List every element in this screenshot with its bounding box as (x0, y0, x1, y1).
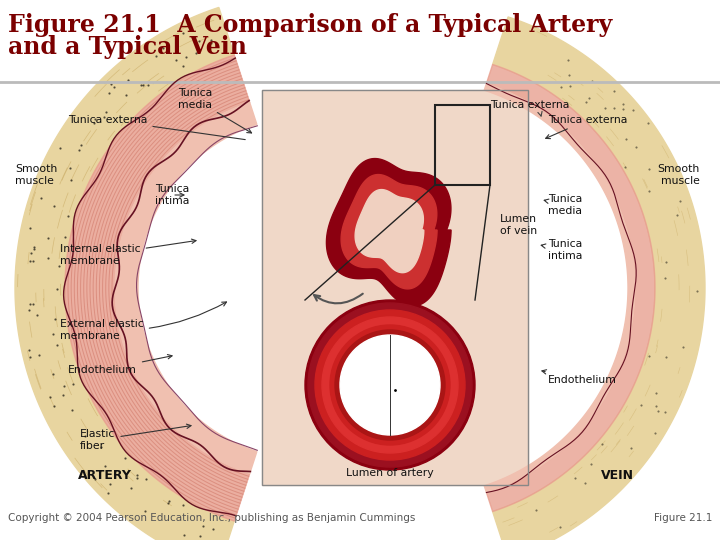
Text: Figure 21.1: Figure 21.1 (654, 513, 712, 523)
Text: Lumen of artery: Lumen of artery (346, 468, 434, 478)
Text: Tunica
media: Tunica media (178, 89, 251, 133)
Circle shape (315, 310, 465, 460)
Polygon shape (65, 55, 250, 521)
Text: Tunica
intima: Tunica intima (541, 239, 582, 261)
Text: Tunica externa: Tunica externa (490, 100, 570, 116)
Circle shape (322, 317, 458, 453)
Polygon shape (487, 64, 655, 511)
Bar (262, 90, 528, 485)
Text: Tunica externa: Tunica externa (546, 115, 627, 139)
Polygon shape (326, 159, 451, 306)
Polygon shape (355, 190, 424, 273)
Text: ARTERY: ARTERY (78, 469, 132, 482)
Text: Smooth
muscle: Smooth muscle (658, 164, 700, 186)
Circle shape (305, 300, 475, 470)
Text: Endothelium: Endothelium (68, 355, 172, 375)
Text: Lumen
of vein: Lumen of vein (500, 214, 537, 236)
Text: Tunica
intima: Tunica intima (155, 184, 189, 206)
Circle shape (308, 303, 472, 467)
Circle shape (335, 330, 445, 440)
Text: Copyright © 2004 Pearson Education, Inc., publishing as Benjamin Cummings: Copyright © 2004 Pearson Education, Inc.… (8, 513, 415, 523)
Text: Smooth
muscle: Smooth muscle (15, 164, 58, 186)
Text: Tunica externa: Tunica externa (68, 115, 246, 140)
Bar (0, 82, 720, 495)
Text: External elastic
membrane: External elastic membrane (60, 302, 227, 341)
Text: Figure 21.1  A Comparison of a Typical Artery: Figure 21.1 A Comparison of a Typical Ar… (8, 13, 612, 37)
Text: Tunica
media: Tunica media (544, 194, 582, 216)
Text: and a Typical Vein: and a Typical Vein (8, 35, 247, 59)
Bar (435, 105, 490, 185)
Polygon shape (15, 8, 234, 540)
Polygon shape (115, 103, 257, 474)
Circle shape (330, 325, 450, 445)
Bar (262, 90, 528, 485)
Polygon shape (492, 17, 705, 540)
Text: Elastic
fiber: Elastic fiber (80, 424, 191, 451)
Polygon shape (341, 174, 437, 289)
Text: VEIN: VEIN (600, 469, 634, 482)
Circle shape (340, 335, 440, 435)
Text: Internal elastic
membrane: Internal elastic membrane (60, 239, 196, 266)
Text: Endothelium: Endothelium (542, 370, 617, 385)
Polygon shape (485, 84, 635, 492)
